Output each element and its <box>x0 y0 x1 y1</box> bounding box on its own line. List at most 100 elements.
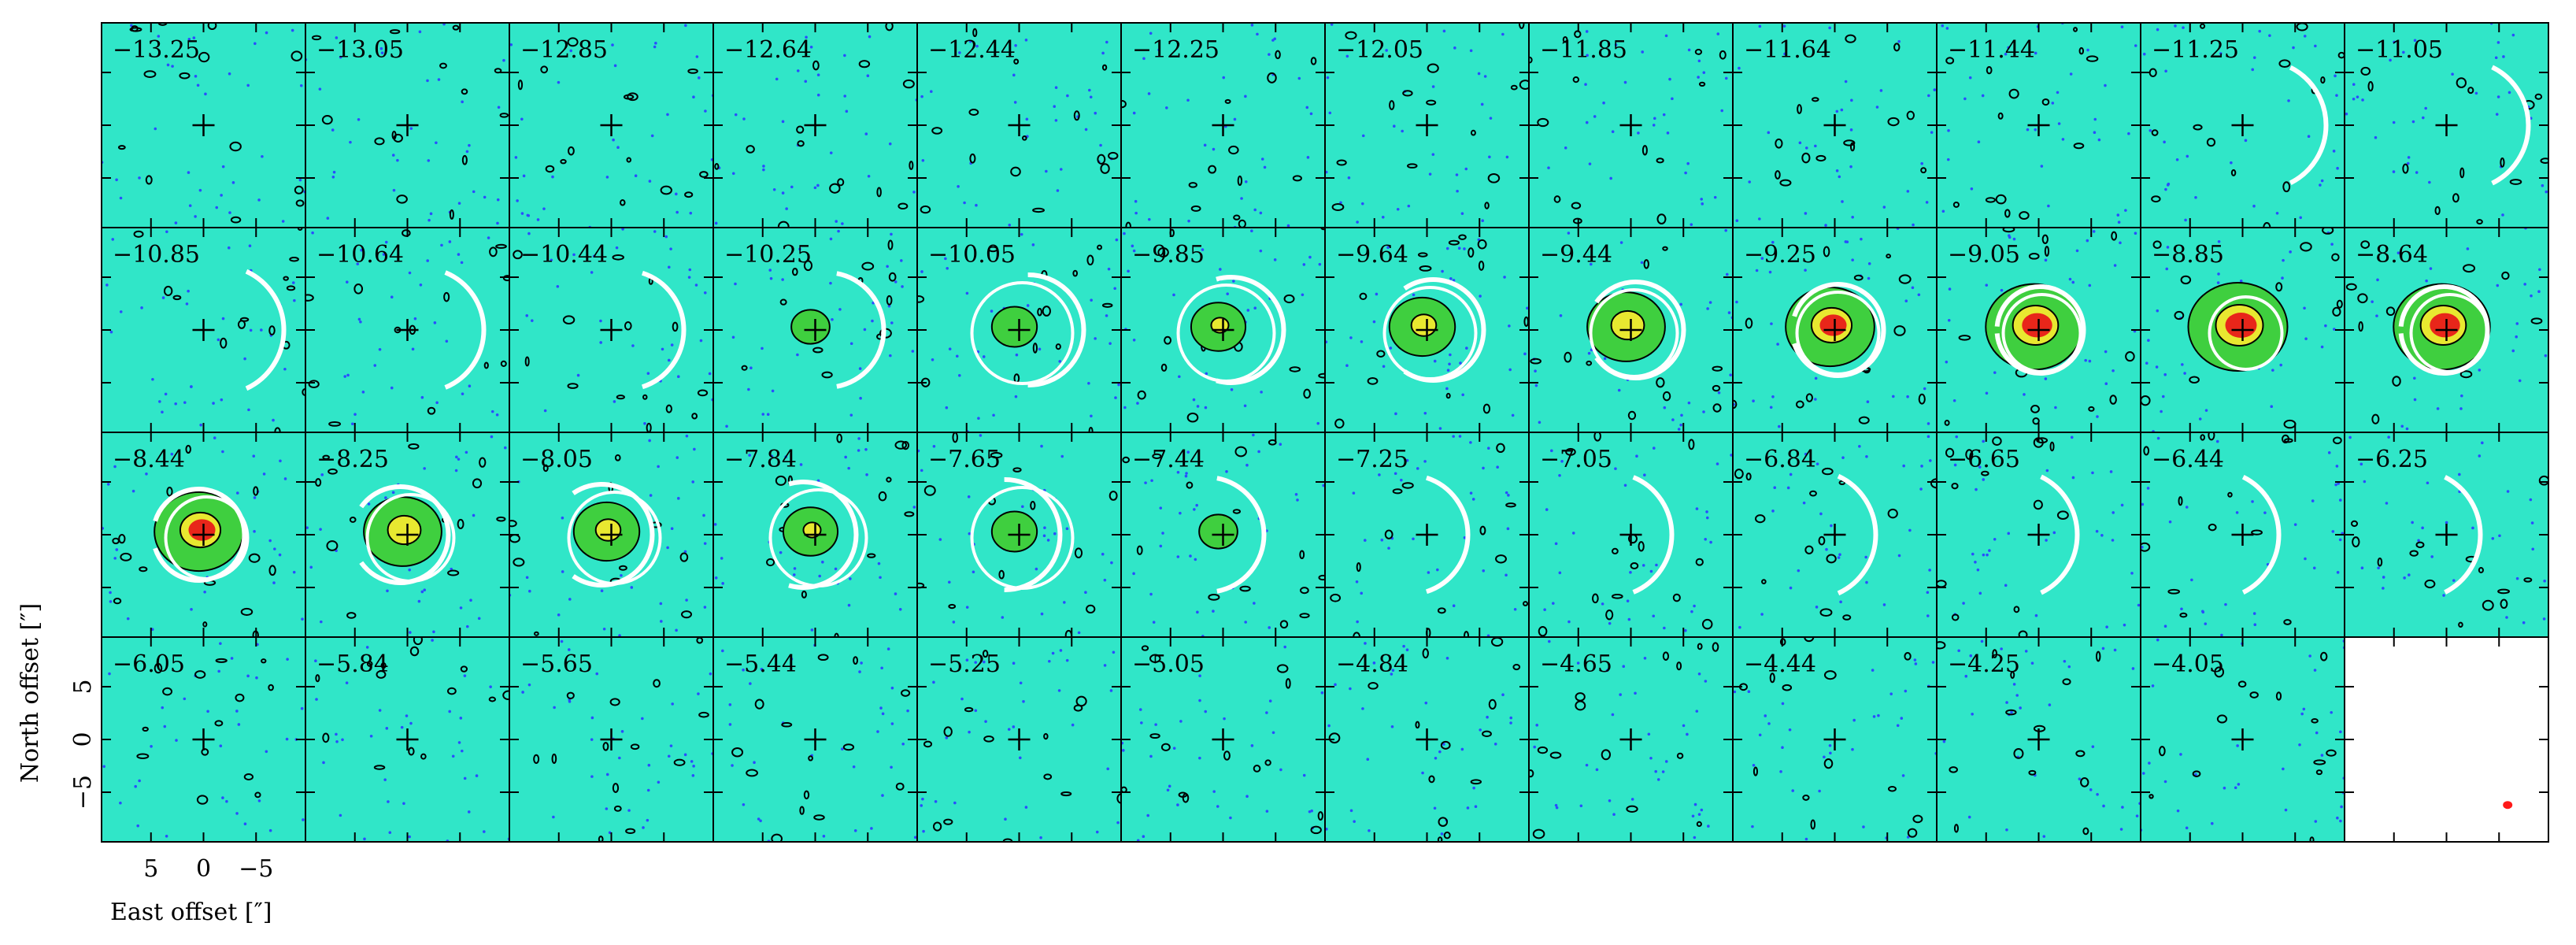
white-ring <box>2208 295 2284 371</box>
noise-dot <box>2146 487 2150 490</box>
noise-dot <box>1585 30 1589 33</box>
noise-contour <box>766 558 775 567</box>
noise-dot <box>1453 46 1456 50</box>
noise-contour <box>1074 547 1083 558</box>
noise-dot <box>490 435 494 439</box>
noise-dot <box>542 207 546 210</box>
noise-dot <box>2307 135 2311 139</box>
emission-contour <box>990 306 1038 348</box>
noise-dot <box>1704 680 1708 683</box>
noise-dot <box>1693 604 1696 608</box>
noise-contour <box>1108 151 1119 160</box>
noise-dot <box>1720 109 1724 113</box>
noise-dot <box>1679 302 1683 306</box>
noise-contour <box>1887 508 1898 519</box>
noise-contour <box>1264 759 1271 766</box>
noise-contour <box>867 553 876 558</box>
white-arc <box>2241 475 2282 595</box>
noise-dot <box>353 413 357 416</box>
noise-dot <box>1440 832 1444 836</box>
noise-dot <box>2179 753 2182 756</box>
noise-dot <box>1664 34 1668 38</box>
panel: −12.05 <box>1325 23 1529 228</box>
noise-dot <box>1472 786 1475 790</box>
noise-dot <box>1926 614 1930 617</box>
noise-dot <box>2403 576 2406 580</box>
noise-contour <box>1402 90 1413 97</box>
noise-dot <box>952 621 956 624</box>
noise-dot <box>1186 98 1190 102</box>
noise-dot <box>568 598 572 601</box>
noise-dot <box>468 143 471 147</box>
noise-dot <box>522 174 526 178</box>
noise-dot <box>1835 109 1839 113</box>
noise-dot <box>1585 120 1589 124</box>
noise-dot <box>2151 684 2155 687</box>
white-arc <box>2040 474 2080 595</box>
noise-dot <box>1339 201 1342 205</box>
noise-dot <box>461 749 464 753</box>
noise-contour <box>1795 400 1804 409</box>
noise-dot <box>2333 328 2336 331</box>
noise-contour <box>2459 370 2473 379</box>
noise-dot <box>1614 467 1617 470</box>
noise-dot <box>2542 617 2546 621</box>
noise-dot <box>2096 415 2099 418</box>
noise-dot <box>1783 52 1786 56</box>
noise-contour <box>542 464 549 472</box>
noise-contour <box>1468 247 1475 258</box>
noise-contour <box>821 371 833 379</box>
noise-dot <box>1942 739 1946 743</box>
noise-dot <box>1101 51 1105 55</box>
noise-dot <box>2334 483 2337 487</box>
noise-contour <box>235 693 245 702</box>
noise-dot <box>1054 86 1058 90</box>
noise-dot <box>1682 724 1686 728</box>
noise-dot <box>865 472 868 476</box>
noise-dot <box>561 570 564 573</box>
noise-dot <box>1132 572 1135 576</box>
noise-dot <box>2392 120 2396 124</box>
noise-contour <box>1368 682 1379 690</box>
noise-contour <box>1010 166 1021 177</box>
noise-contour <box>858 60 871 69</box>
noise-dot <box>1690 223 1693 226</box>
noise-dot <box>105 284 109 287</box>
noise-dot <box>161 706 165 710</box>
noise-contour <box>1495 554 1507 564</box>
noise-contour <box>1043 732 1049 740</box>
noise-dot <box>1781 746 1784 750</box>
noise-contour <box>2193 124 2203 131</box>
noise-dot <box>1970 187 1974 191</box>
noise-dot <box>1040 444 1043 448</box>
noise-dot <box>1179 720 1183 723</box>
noise-dot <box>2047 204 2050 208</box>
noise-dot <box>300 706 304 710</box>
noise-dot <box>1060 454 1064 458</box>
noise-dot <box>418 30 422 34</box>
noise-contour <box>2019 211 2030 220</box>
noise-dot <box>1232 280 1235 283</box>
noise-contour <box>1043 773 1053 780</box>
noise-dot <box>613 64 617 68</box>
white-arc <box>572 482 655 587</box>
noise-dot <box>311 231 314 235</box>
noise-dot <box>2508 91 2511 94</box>
noise-dot <box>2219 52 2223 55</box>
noise-dot <box>1099 143 1102 147</box>
noise-contour <box>684 191 694 198</box>
noise-dot <box>1132 338 1136 342</box>
velocity-label: −4.44 <box>1744 650 1816 678</box>
noise-dot <box>1802 501 1806 505</box>
noise-contour <box>1422 648 1429 659</box>
noise-contour <box>917 295 925 303</box>
noise-dot <box>1928 459 1932 462</box>
noise-dot <box>747 387 750 391</box>
noise-dot <box>1684 171 1687 175</box>
noise-contour <box>489 246 498 258</box>
noise-dot <box>268 828 272 832</box>
noise-dot <box>2134 232 2137 235</box>
noise-dot <box>1115 238 1119 242</box>
noise-dot <box>670 527 674 531</box>
